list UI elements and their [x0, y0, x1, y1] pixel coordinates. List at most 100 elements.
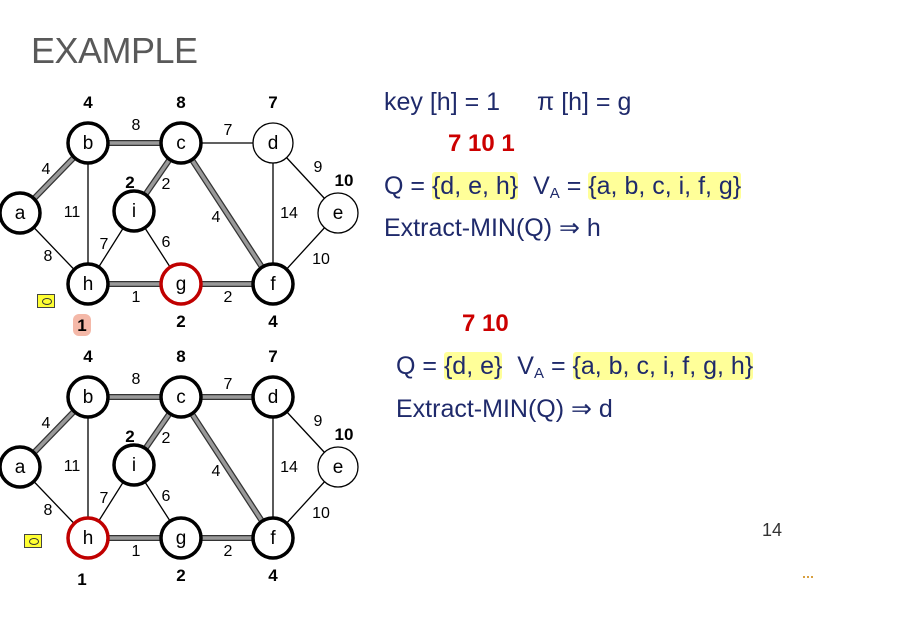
node-label-f: f — [270, 528, 276, 549]
edge-weight-b-h: 11 — [64, 204, 81, 221]
edge-weight-g-i: 6 — [162, 234, 171, 251]
page-number: 14 — [762, 520, 783, 540]
decorative-dash — [803, 576, 813, 578]
slide-title: EXAMPLE — [31, 30, 198, 71]
edge-weight-b-c: 8 — [132, 117, 141, 134]
edge-weight-e-f: 10 — [312, 505, 330, 522]
key-assignment: key [h] = 1 — [384, 88, 501, 116]
edge-weight-b-h: 11 — [64, 458, 81, 475]
node-label-f: f — [270, 274, 276, 295]
node-d — [252, 122, 294, 164]
pi-assignment: π [h] = g — [537, 88, 632, 116]
edge-weight-d-f: 14 — [280, 205, 298, 222]
node-key-f: 4 — [268, 566, 278, 585]
key-highlight-h — [73, 314, 91, 336]
edge-weight-h-i: 7 — [100, 236, 109, 253]
edge-weight-a-h: 8 — [44, 502, 53, 519]
extract-line-2: Extract-MIN(Q) ⇒ d — [396, 395, 613, 423]
edge-weight-a-h: 8 — [44, 248, 53, 265]
va-eq: = — [559, 172, 589, 200]
node-label-e: e — [333, 203, 344, 224]
graph-2: 4 8 8 11 7 2 4 9 14 10 2 1 6 7 a b 4 c 8 d 7 e 10 f 4 g 2 h 1 i 2 — [0, 347, 359, 589]
node-h — [66, 516, 110, 560]
va-label: VA — [517, 352, 544, 382]
edge-weight-b-c: 8 — [132, 371, 141, 388]
node-h — [66, 262, 110, 306]
node-b — [66, 121, 110, 165]
node-label-a: a — [15, 203, 26, 224]
va-eq: = — [544, 352, 573, 380]
node-b — [66, 375, 110, 419]
edge-weight-f-g: 2 — [224, 543, 233, 560]
va-set: {a, b, c, i, f, g, h} — [572, 352, 754, 380]
node-key-i: 2 — [125, 427, 134, 446]
edge-weight-c-d: 7 — [224, 122, 233, 139]
node-label-h: h — [83, 274, 94, 295]
node-label-g: g — [176, 528, 187, 549]
edge-weight-f-g: 2 — [224, 289, 233, 306]
edge-weight-c-f: 4 — [212, 463, 221, 480]
comment-icon[interactable] — [24, 534, 42, 548]
key-line: key [h] = 1 π [h] = g — [384, 88, 631, 117]
node-key-f: 4 — [268, 312, 278, 331]
q-set: {d, e, h} — [431, 172, 519, 200]
q-label: Q = — [384, 172, 432, 200]
node-label-d: d — [268, 133, 279, 154]
edge-weight-d-e: 9 — [314, 413, 323, 430]
node-label-a: a — [15, 457, 26, 478]
node-a — [0, 445, 42, 489]
node-key-h: 1 — [77, 316, 86, 335]
node-i — [112, 443, 156, 487]
node-label-d: d — [268, 387, 279, 408]
edge-weight-g-h: 1 — [132, 289, 141, 306]
edge-weight-g-i: 6 — [162, 488, 171, 505]
tree-edge-fill-c-f — [179, 396, 275, 539]
edge-weight-d-e: 9 — [314, 159, 323, 176]
va-label: VA — [533, 172, 560, 202]
node-key-c: 8 — [176, 93, 185, 112]
queue-line-2: Q = {d, e} VA = {a, b, c, i, f, g, h} — [396, 352, 754, 382]
node-key-e: 10 — [335, 171, 354, 190]
node-label-b: b — [83, 387, 94, 408]
node-c — [159, 121, 203, 165]
node-g — [159, 516, 203, 560]
comment-icon[interactable] — [37, 294, 55, 308]
edge-weight-c-i: 2 — [162, 176, 171, 193]
node-e — [317, 446, 359, 488]
node-d — [251, 375, 295, 419]
q-set: {d, e} — [443, 352, 503, 380]
node-key-g: 2 — [176, 312, 185, 331]
node-f — [251, 516, 295, 560]
edge-weight-c-f: 4 — [212, 209, 221, 226]
node-c — [159, 375, 203, 419]
edge-weight-e-f: 10 — [312, 251, 330, 268]
node-label-h: h — [83, 528, 94, 549]
va-set: {a, b, c, i, f, g} — [588, 172, 742, 200]
node-key-b: 4 — [83, 93, 93, 112]
node-key-e: 10 — [335, 425, 354, 444]
tree-edge-fill-c-f — [179, 142, 275, 285]
queue-keys-2: 7 10 — [462, 310, 509, 337]
node-label-g: g — [176, 274, 187, 295]
node-key-d: 7 — [268, 347, 277, 366]
edge-weight-a-b: 4 — [42, 415, 51, 432]
edge-weight-g-h: 1 — [132, 543, 141, 560]
node-label-c: c — [176, 387, 186, 408]
edge-weight-d-f: 14 — [280, 459, 298, 476]
node-e — [317, 192, 359, 234]
edge-weight-c-i: 2 — [162, 430, 171, 447]
node-key-h: 1 — [77, 570, 86, 589]
node-g — [159, 262, 203, 306]
node-label-e: e — [333, 457, 344, 478]
edge-weight-a-b: 4 — [42, 161, 51, 178]
graph-1: 4 8 8 11 7 2 4 9 14 10 2 1 6 7 a b 4 c 8 d 7 e 10 f 4 g 2 h 1 i 2 — [0, 93, 359, 336]
node-f — [251, 262, 295, 306]
node-label-i: i — [132, 455, 136, 476]
extract-line-1: Extract-MIN(Q) ⇒ h — [384, 214, 601, 242]
q-label: Q = — [396, 352, 444, 380]
node-a — [0, 191, 42, 235]
node-i — [112, 189, 156, 233]
node-label-c: c — [176, 133, 186, 154]
node-label-b: b — [83, 133, 94, 154]
